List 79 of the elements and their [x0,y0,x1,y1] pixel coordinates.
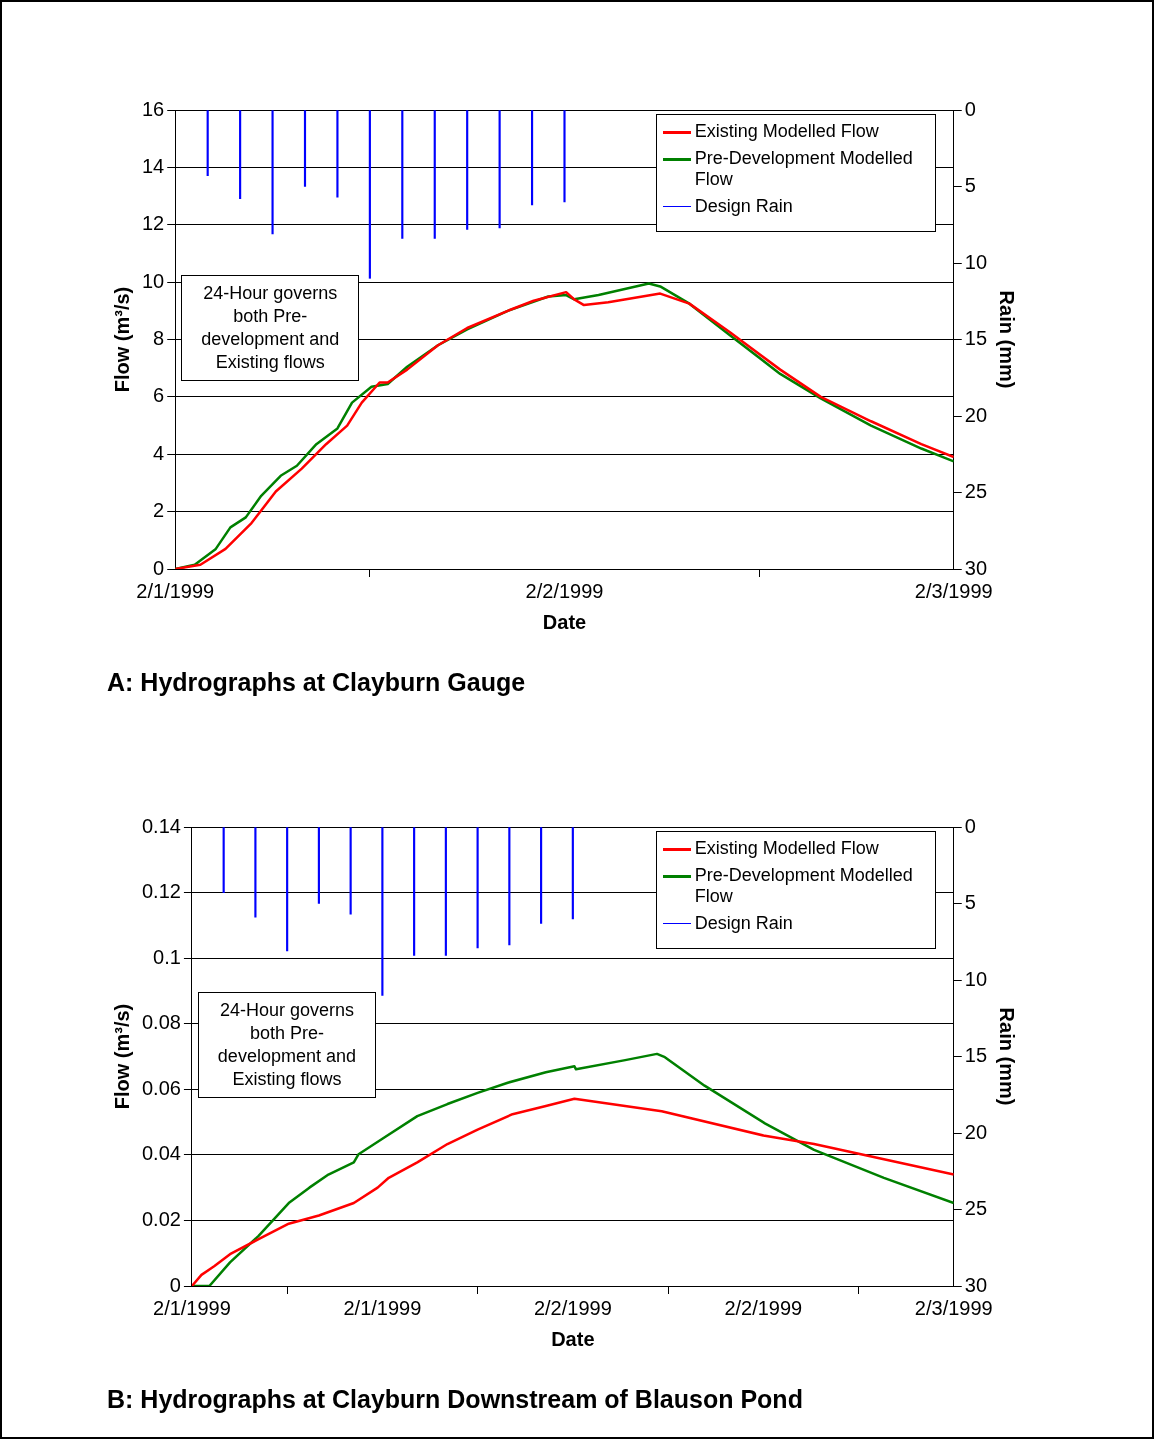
x-tick-label: 2/2/1999 [724,1296,803,1319]
y-tick-label: 16 [142,97,165,120]
legend-label: Existing Modelled Flow [694,121,879,142]
x-tick-label: 2/3/1999 [914,579,993,602]
text: A: Hydrographs at Clayburn Gauge [107,667,526,696]
bar [401,110,404,239]
y2-axis-title: Rain (mm) [996,290,1019,389]
x-axis-title: Date [542,610,587,633]
x-tick-label: 2/1/1999 [136,579,215,602]
x-tick-label: 2/2/1999 [533,1296,612,1319]
y-tick-label: 0.06 [141,1076,181,1099]
y-tick-label: 8 [153,327,165,350]
text: B: Hydrographs at Clayburn Downstream of Blauson Pond [107,1384,803,1413]
bar [571,827,574,920]
bar [563,110,566,203]
bar [540,827,543,924]
legend-label: Pre-Development Modelled Flow [694,865,914,907]
y-tick-label: 0.14 [141,814,181,837]
y-tick-label: 12 [142,212,165,235]
bar [222,827,225,894]
y2-tick-label: 20 [964,403,987,426]
legend-label: Design Rain [694,913,793,934]
y2-tick-label: 20 [964,1120,987,1143]
bar [476,827,479,949]
y2-tick-label: 0 [964,814,976,837]
bar [508,827,511,946]
bar [413,827,416,956]
y-tick-label: 0.08 [141,1011,181,1034]
bar [498,110,501,229]
bar [239,110,242,200]
y2-tick-label: 5 [964,174,976,197]
y-tick-label: 0.12 [141,880,181,903]
bar [381,827,384,996]
y2-tick-label: 30 [964,556,987,579]
bar [368,110,371,279]
bar [530,110,534,206]
bar [444,827,447,956]
y2-tick-label: 15 [964,1044,987,1067]
bar [336,110,339,198]
y2-axis-title: Rain (mm) [996,1007,1019,1106]
legend-label: Design Rain [694,196,793,217]
y-tick-label: 0 [169,1273,181,1296]
y2-tick-label: 25 [964,1197,987,1220]
y-tick-label: 10 [142,269,165,292]
y-tick-label: 0.1 [153,945,181,968]
y2-tick-label: 10 [964,967,987,990]
x-tick-label: 2/2/1999 [525,579,604,602]
bar [254,827,257,918]
bar [303,110,307,187]
y-axis-title: Flow (m³/s) [110,1003,133,1110]
legend-label: Pre-Development Modelled Flow [694,148,914,190]
y-axis-title: Flow (m³/s) [110,286,133,393]
annotation: 24-Hour governs both Pre-development and Existing flows [197,992,376,1099]
y2-tick-label: 25 [964,480,987,503]
y-tick-label: 0.02 [141,1207,181,1230]
bar [466,110,469,230]
y2-tick-label: 0 [964,97,976,120]
annotation: 24-Hour governs both Pre-development and Existing flows [181,275,360,382]
x-tick-label: 2/3/1999 [914,1296,993,1319]
bar [433,110,436,239]
y-tick-label: 4 [153,441,165,464]
bar [349,827,352,915]
legend-label: Existing Modelled Flow [694,838,879,859]
bar [206,110,209,177]
y2-tick-label: 15 [964,327,987,350]
y2-tick-label: 10 [964,250,987,273]
x-axis-title: Date [551,1327,595,1350]
bar [286,827,289,952]
x-tick-label: 2/1/1999 [343,1296,422,1319]
y-tick-label: 0.04 [141,1142,181,1165]
y-tick-label: 6 [153,384,165,407]
y-tick-label: 2 [153,499,165,522]
y2-tick-label: 30 [964,1273,987,1296]
y2-tick-label: 5 [964,891,976,914]
bar [271,110,274,235]
y-tick-label: 0 [153,556,165,579]
x-tick-label: 2/1/1999 [153,1296,231,1319]
bar [317,827,320,904]
y-tick-label: 14 [142,154,165,177]
